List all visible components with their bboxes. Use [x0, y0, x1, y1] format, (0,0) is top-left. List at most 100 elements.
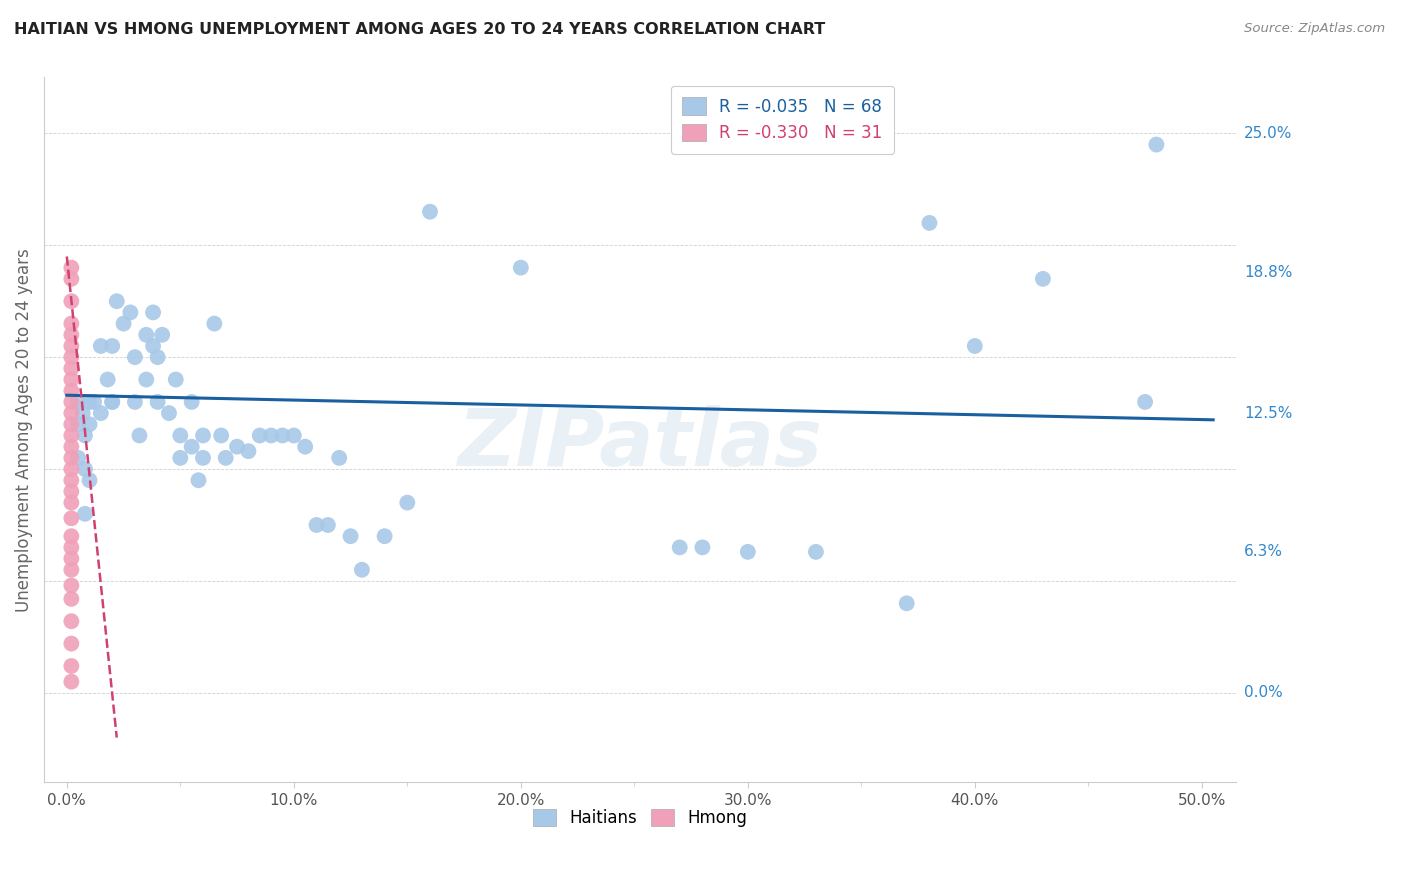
Point: [60, 372, 83, 386]
Point: [180, 440, 202, 454]
Point: [509, 260, 531, 275]
Point: [60, 637, 83, 651]
Point: [60, 417, 83, 432]
Point: [142, 305, 165, 319]
Point: [142, 339, 165, 353]
Text: 0.0%: 0.0%: [1244, 685, 1282, 700]
Point: [737, 545, 759, 559]
Point: [60, 384, 83, 398]
Y-axis label: Unemployment Among Ages 20 to 24 years: Unemployment Among Ages 20 to 24 years: [15, 248, 32, 612]
Point: [60, 272, 83, 286]
Point: [72, 406, 94, 420]
Point: [60, 578, 83, 592]
Point: [146, 350, 169, 364]
Point: [90, 406, 112, 420]
Point: [97, 372, 120, 386]
Point: [135, 327, 157, 342]
Point: [60, 395, 83, 409]
Point: [101, 339, 124, 353]
Point: [260, 428, 283, 442]
Point: [157, 406, 180, 420]
Point: [60, 511, 83, 525]
Point: [79, 395, 101, 409]
Point: [124, 350, 146, 364]
Point: [169, 428, 191, 442]
Point: [60, 529, 83, 543]
Point: [963, 339, 986, 353]
Point: [668, 541, 690, 555]
Point: [1133, 395, 1156, 409]
Point: [67, 395, 90, 409]
Point: [79, 417, 101, 432]
Point: [187, 473, 209, 487]
Point: [294, 440, 316, 454]
Point: [120, 305, 142, 319]
Point: [73, 507, 96, 521]
Point: [215, 450, 238, 465]
Point: [73, 428, 96, 442]
Point: [67, 417, 90, 432]
Point: [60, 350, 83, 364]
Point: [283, 428, 305, 442]
Text: 12.5%: 12.5%: [1244, 406, 1292, 421]
Point: [191, 450, 214, 465]
Point: [209, 428, 232, 442]
Point: [146, 395, 169, 409]
Point: [804, 545, 827, 559]
Point: [60, 551, 83, 566]
Point: [60, 591, 83, 606]
Point: [316, 518, 339, 533]
Text: ZIPatlas: ZIPatlas: [457, 405, 823, 483]
Point: [60, 406, 83, 420]
Text: Source: ZipAtlas.com: Source: ZipAtlas.com: [1244, 22, 1385, 36]
Point: [73, 462, 96, 476]
Point: [271, 428, 294, 442]
Point: [60, 674, 83, 689]
Point: [79, 473, 101, 487]
Point: [1144, 137, 1167, 152]
Point: [191, 428, 214, 442]
Point: [105, 294, 128, 309]
Point: [896, 596, 918, 610]
Point: [918, 216, 941, 230]
Point: [60, 484, 83, 499]
Point: [238, 444, 260, 458]
Point: [226, 440, 249, 454]
Point: [1032, 272, 1054, 286]
Point: [419, 204, 441, 219]
Point: [60, 428, 83, 442]
Point: [60, 339, 83, 353]
Point: [692, 541, 714, 555]
Point: [101, 395, 124, 409]
Point: [165, 372, 187, 386]
Point: [350, 563, 373, 577]
Text: 6.3%: 6.3%: [1244, 544, 1284, 559]
Point: [150, 327, 173, 342]
Point: [339, 529, 361, 543]
Point: [60, 495, 83, 509]
Point: [305, 518, 328, 533]
Point: [328, 450, 350, 465]
Point: [60, 440, 83, 454]
Point: [60, 563, 83, 577]
Point: [180, 395, 202, 409]
Point: [60, 327, 83, 342]
Point: [60, 260, 83, 275]
Point: [396, 495, 419, 509]
Point: [101, 395, 124, 409]
Point: [60, 361, 83, 376]
Point: [374, 529, 396, 543]
Point: [60, 659, 83, 673]
Point: [249, 428, 271, 442]
Point: [60, 473, 83, 487]
Point: [124, 395, 146, 409]
Point: [60, 294, 83, 309]
Point: [60, 450, 83, 465]
Point: [128, 428, 150, 442]
Point: [60, 462, 83, 476]
Point: [202, 317, 225, 331]
Text: 25.0%: 25.0%: [1244, 126, 1292, 141]
Legend: Haitians, Hmong: Haitians, Hmong: [526, 803, 754, 834]
Point: [83, 395, 105, 409]
Point: [60, 317, 83, 331]
